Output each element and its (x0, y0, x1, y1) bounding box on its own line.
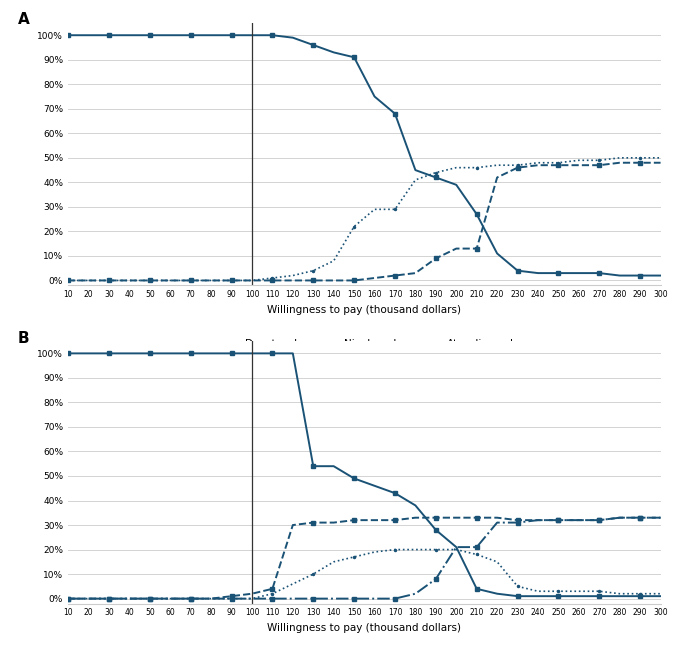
Legend: Docetaxel, Nivolumab, Atezolizumab: Docetaxel, Nivolumab, Atezolizumab (207, 335, 522, 354)
X-axis label: Willingness to pay (thousand dollars): Willingness to pay (thousand dollars) (268, 623, 461, 633)
Text: B: B (18, 331, 29, 346)
Text: A: A (18, 12, 29, 28)
X-axis label: Willingness to pay (thousand dollars): Willingness to pay (thousand dollars) (268, 305, 461, 315)
